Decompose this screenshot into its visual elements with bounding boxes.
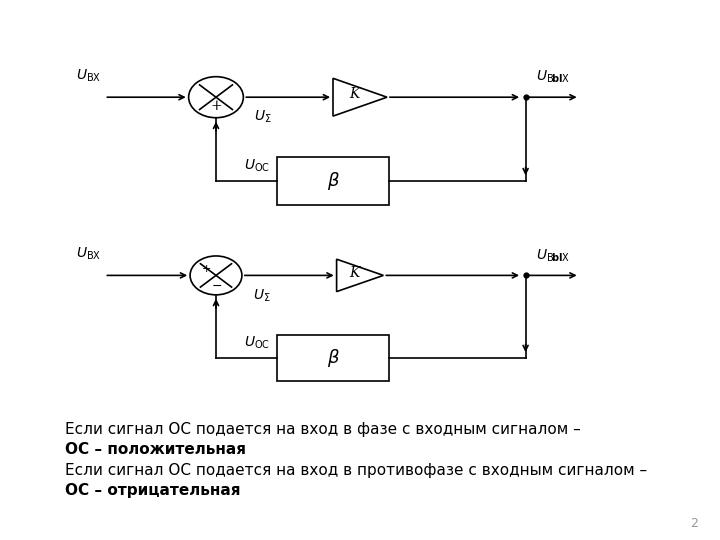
- Text: $U_{\rm BX}$: $U_{\rm BX}$: [76, 68, 101, 84]
- Text: $\beta$: $\beta$: [327, 347, 339, 369]
- Bar: [277, 335, 389, 381]
- Bar: [277, 157, 389, 205]
- Text: 2: 2: [690, 517, 698, 530]
- Text: $U_\Sigma$: $U_\Sigma$: [254, 109, 272, 125]
- Text: K: K: [349, 87, 359, 102]
- Text: −: −: [212, 280, 222, 293]
- Text: +: +: [202, 264, 211, 274]
- Text: $U_{\rm B\!{\bf bl}X}$: $U_{\rm B\!{\bf bl}X}$: [536, 247, 570, 264]
- Text: Если сигнал ОС подается на вход в фазе с входным сигналом –: Если сигнал ОС подается на вход в фазе с…: [65, 422, 580, 437]
- Text: +: +: [210, 99, 222, 113]
- Text: ОС – положительная: ОС – положительная: [65, 442, 246, 457]
- Text: K: K: [349, 266, 359, 280]
- Text: $U_{\rm OC}$: $U_{\rm OC}$: [244, 158, 270, 174]
- Text: Если сигнал ОС подается на вход в противофазе с входным сигналом –: Если сигнал ОС подается на вход в против…: [65, 463, 647, 478]
- Text: $\beta$: $\beta$: [327, 170, 339, 192]
- Text: ОС – отрицательная: ОС – отрицательная: [65, 483, 240, 498]
- Text: $U_{\rm BX}$: $U_{\rm BX}$: [76, 246, 101, 262]
- Text: $U_{\rm B\!{\bf bl}X}$: $U_{\rm B\!{\bf bl}X}$: [536, 69, 570, 85]
- Text: $U_\Sigma$: $U_\Sigma$: [253, 287, 271, 303]
- Text: $U_{\rm OC}$: $U_{\rm OC}$: [244, 335, 270, 352]
